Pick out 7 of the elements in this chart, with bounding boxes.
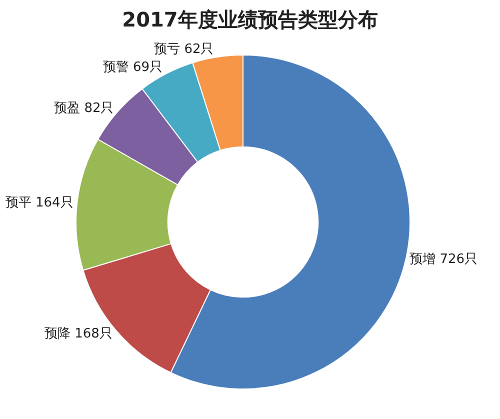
slice-label: 预降 168只 <box>44 326 112 342</box>
slice-label: 预警 69只 <box>102 60 163 76</box>
slice-label: 预亏 62只 <box>154 42 214 58</box>
slice-label: 预增 726只 <box>410 252 478 267</box>
slice-label: 预盈 82只 <box>54 101 114 116</box>
slice-label: 预平 164只 <box>5 196 74 211</box>
chart-title: 2017年度业绩预告类型分布 <box>122 8 378 32</box>
